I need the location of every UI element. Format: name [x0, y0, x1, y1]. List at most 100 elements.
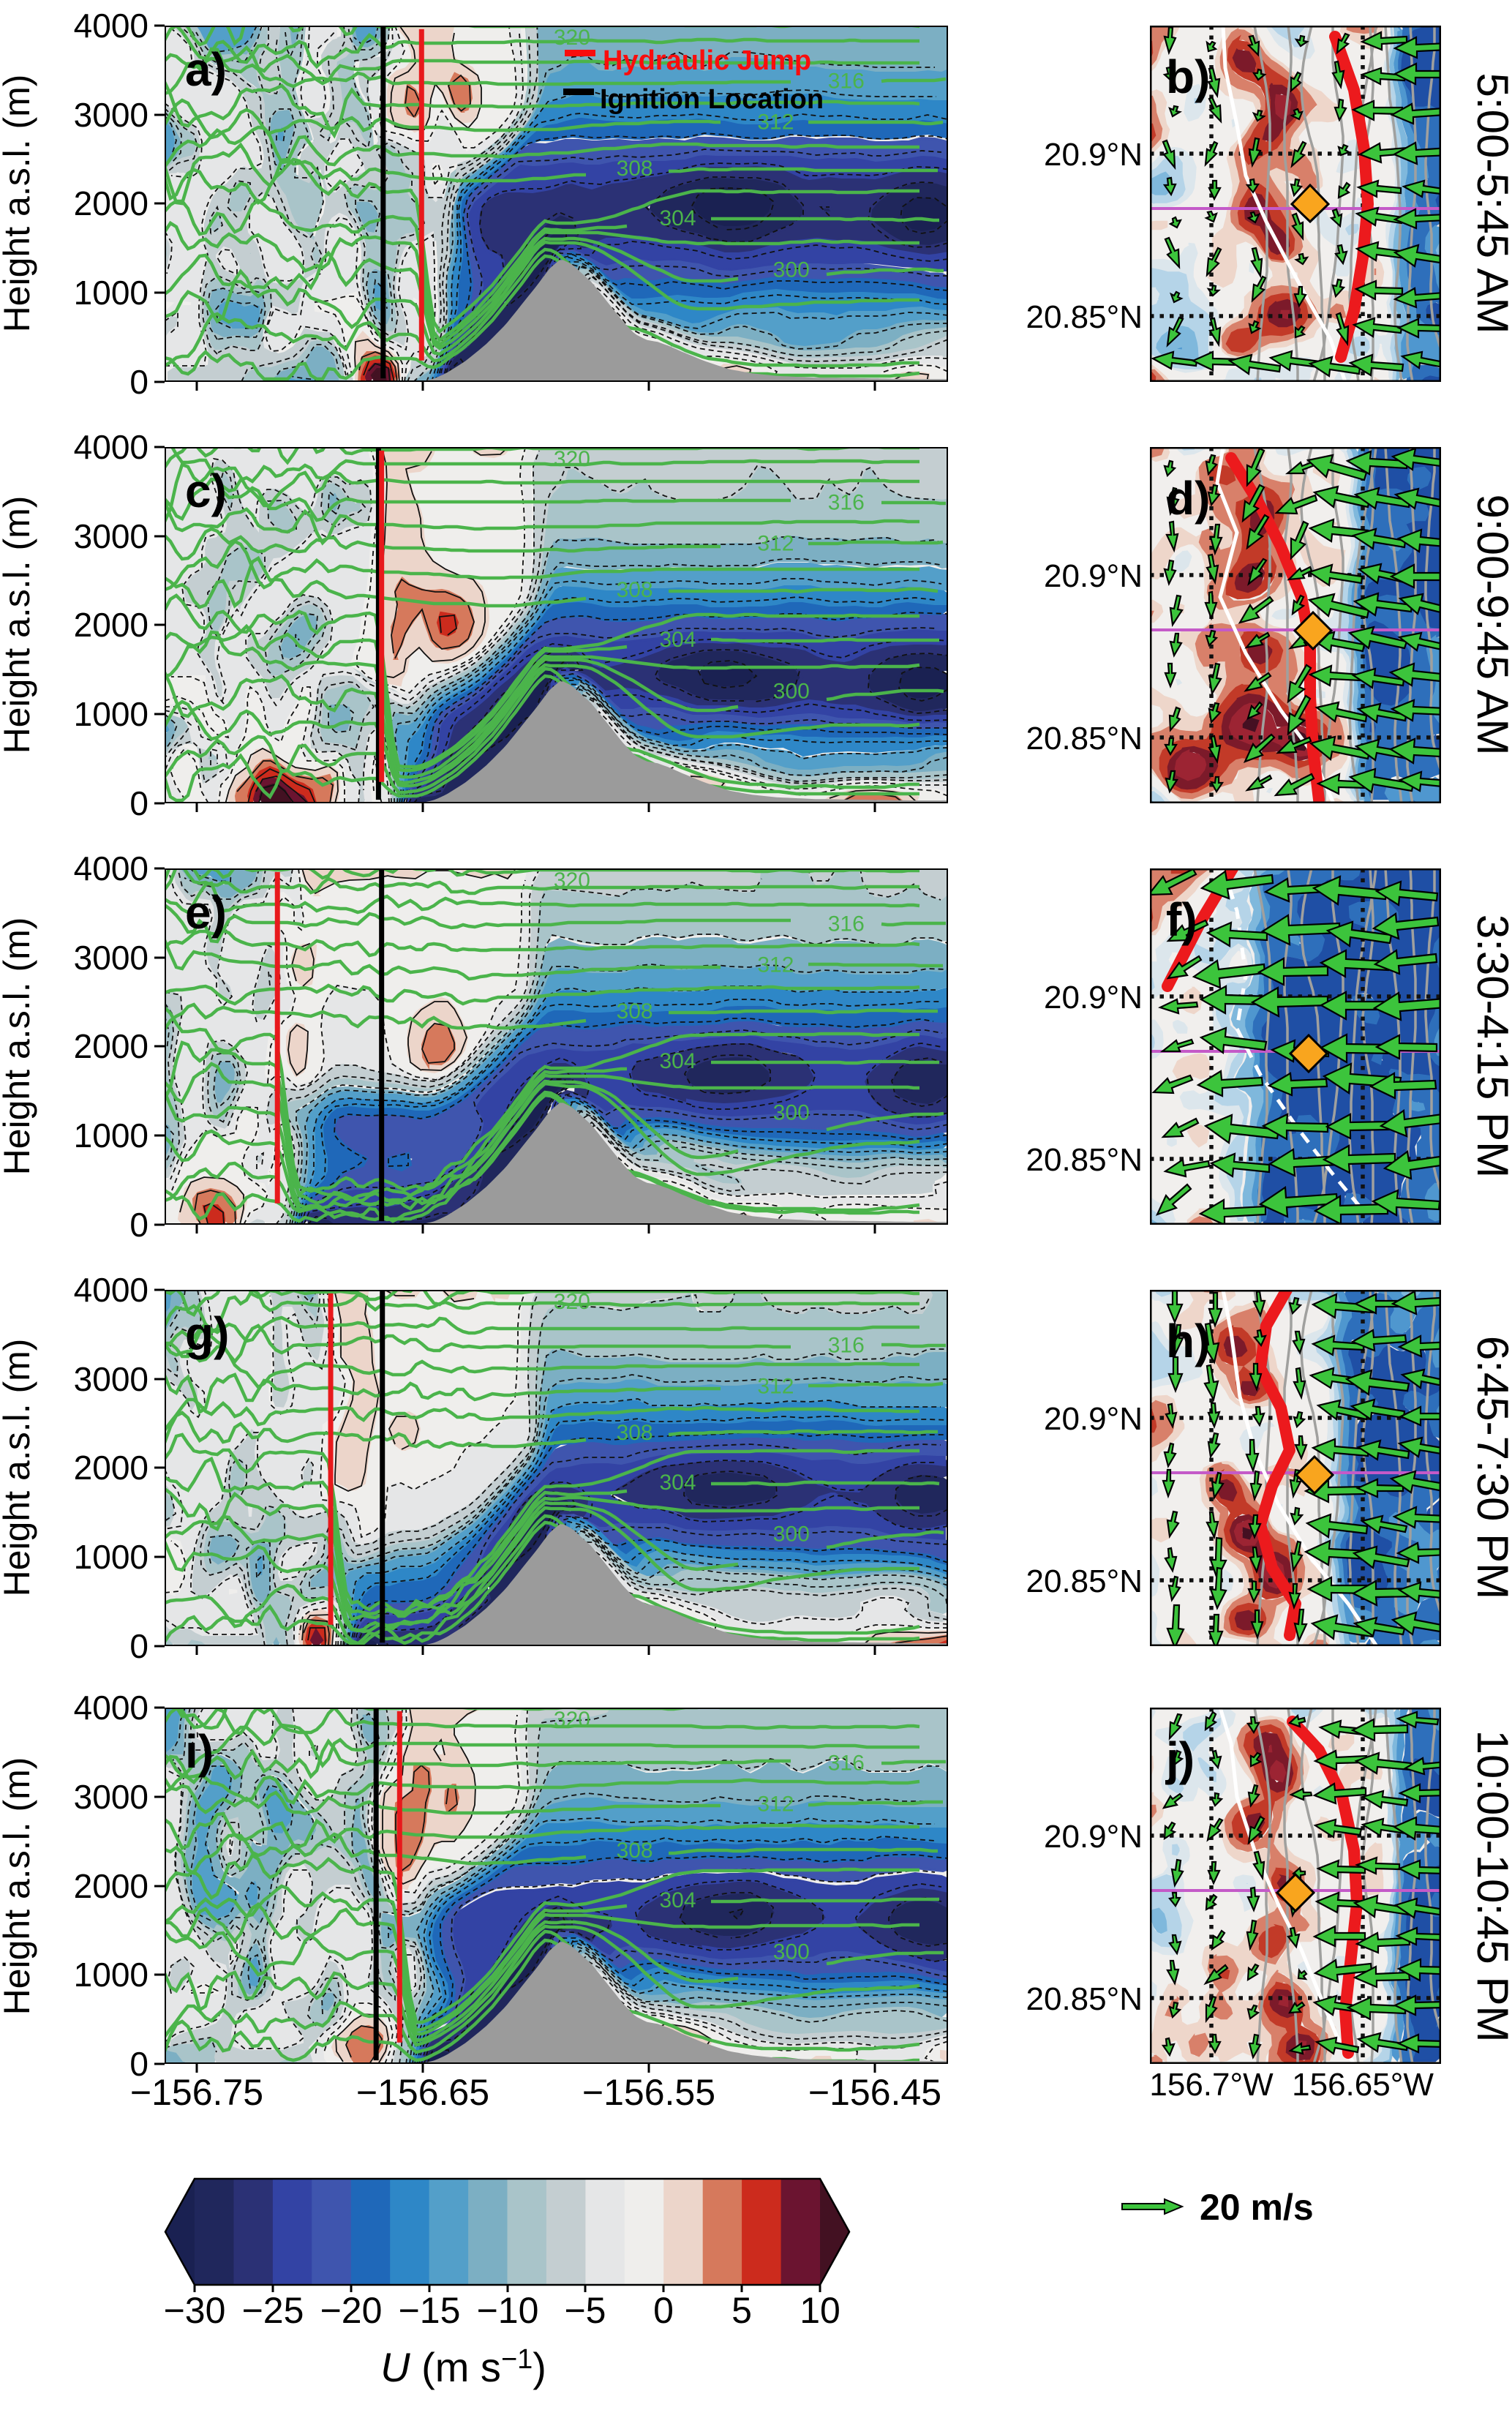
- svg-text:304: 304: [659, 1471, 696, 1495]
- svg-text:0: 0: [129, 784, 148, 822]
- svg-text:316: 316: [828, 1751, 865, 1775]
- svg-text:300: 300: [773, 1522, 810, 1547]
- svg-text:3000: 3000: [74, 96, 148, 134]
- svg-text:304: 304: [659, 206, 696, 230]
- svg-text:312: 312: [757, 1792, 794, 1816]
- svg-text:a): a): [185, 43, 227, 96]
- svg-text:c): c): [185, 465, 227, 517]
- svg-text:h): h): [1166, 1315, 1210, 1367]
- svg-text:312: 312: [757, 953, 794, 977]
- svg-text:i): i): [185, 1725, 214, 1778]
- svg-text:2000: 2000: [74, 1027, 148, 1065]
- svg-text:1000: 1000: [74, 695, 148, 733]
- svg-text:−10: −10: [477, 2290, 539, 2331]
- svg-text:20.9°N: 20.9°N: [1044, 137, 1143, 173]
- svg-text:3:30-4:15 PM: 3:30-4:15 PM: [1468, 915, 1512, 1178]
- svg-text:320: 320: [554, 868, 590, 893]
- svg-text:320: 320: [554, 26, 590, 50]
- svg-text:−20: −20: [320, 2290, 383, 2331]
- svg-text:3000: 3000: [74, 939, 148, 977]
- svg-text:g): g): [185, 1307, 229, 1360]
- svg-text:9:00-9:45 AM: 9:00-9:45 AM: [1468, 495, 1512, 756]
- svg-text:10: 10: [800, 2290, 840, 2331]
- svg-text:1000: 1000: [74, 1956, 148, 1994]
- svg-text:−156.65: −156.65: [356, 2072, 489, 2113]
- svg-text:20 m/s: 20 m/s: [1200, 2187, 1314, 2228]
- svg-text:−5: −5: [564, 2290, 606, 2331]
- svg-text:20.85°N: 20.85°N: [1026, 721, 1143, 756]
- svg-text:20.9°N: 20.9°N: [1044, 1401, 1143, 1437]
- svg-text:−25: −25: [242, 2290, 304, 2331]
- svg-text:Height a.s.l. (m): Height a.s.l. (m): [0, 1339, 37, 1597]
- svg-text:300: 300: [773, 1101, 810, 1125]
- svg-text:Hydraulic Jump: Hydraulic Jump: [603, 45, 811, 76]
- svg-text:Height a.s.l. (m): Height a.s.l. (m): [0, 75, 37, 333]
- svg-text:20.85°N: 20.85°N: [1026, 1142, 1143, 1178]
- svg-text:156.65°W: 156.65°W: [1292, 2067, 1434, 2103]
- svg-text:312: 312: [757, 531, 794, 555]
- svg-text:6:45-7:30 PM: 6:45-7:30 PM: [1468, 1336, 1512, 1599]
- svg-text:316: 316: [828, 490, 865, 514]
- svg-text:4000: 4000: [74, 7, 148, 45]
- svg-text:2000: 2000: [74, 1867, 148, 1905]
- svg-text:1000: 1000: [74, 274, 148, 312]
- svg-text:4000: 4000: [74, 428, 148, 466]
- svg-text:20.85°N: 20.85°N: [1026, 1981, 1143, 2017]
- svg-text:20.9°N: 20.9°N: [1044, 980, 1143, 1015]
- svg-text:300: 300: [773, 258, 810, 282]
- svg-text:Ignition Location: Ignition Location: [600, 84, 824, 115]
- svg-text:b): b): [1166, 50, 1210, 103]
- svg-text:308: 308: [617, 157, 653, 181]
- svg-text:2000: 2000: [74, 184, 148, 222]
- svg-text:308: 308: [617, 999, 653, 1024]
- svg-text:312: 312: [757, 1374, 794, 1398]
- svg-text:320: 320: [554, 447, 590, 471]
- svg-text:5:00-5:45 AM: 5:00-5:45 AM: [1468, 73, 1512, 334]
- svg-text:−156.55: −156.55: [582, 2072, 715, 2113]
- svg-text:1000: 1000: [74, 1538, 148, 1576]
- svg-text:0: 0: [129, 1206, 148, 1244]
- svg-text:5: 5: [731, 2290, 752, 2331]
- svg-text:Height a.s.l. (m): Height a.s.l. (m): [0, 496, 37, 754]
- svg-text:4000: 4000: [74, 1271, 148, 1309]
- svg-text:3000: 3000: [74, 1778, 148, 1816]
- svg-text:3000: 3000: [74, 1360, 148, 1398]
- svg-text:304: 304: [659, 1888, 696, 1912]
- svg-text:j): j): [1165, 1732, 1195, 1785]
- svg-text:0: 0: [653, 2290, 674, 2331]
- svg-text:20.85°N: 20.85°N: [1026, 299, 1143, 335]
- svg-text:304: 304: [659, 628, 696, 652]
- svg-text:1000: 1000: [74, 1116, 148, 1154]
- svg-text:316: 316: [828, 69, 865, 93]
- svg-text:f): f): [1166, 893, 1197, 946]
- svg-text:0: 0: [129, 363, 148, 401]
- svg-text:312: 312: [757, 110, 794, 134]
- svg-text:316: 316: [828, 912, 865, 936]
- svg-text:20.9°N: 20.9°N: [1044, 1819, 1143, 1855]
- svg-text:308: 308: [617, 1839, 653, 1863]
- svg-text:2000: 2000: [74, 1449, 148, 1487]
- svg-text:2000: 2000: [74, 606, 148, 644]
- svg-text:300: 300: [773, 1940, 810, 1964]
- svg-text:320: 320: [554, 1290, 590, 1314]
- svg-text:d): d): [1166, 472, 1210, 525]
- svg-text:0: 0: [129, 2045, 148, 2083]
- svg-text:4000: 4000: [74, 849, 148, 887]
- svg-text:Height a.s.l. (m): Height a.s.l. (m): [0, 917, 37, 1176]
- svg-text:20.9°N: 20.9°N: [1044, 558, 1143, 594]
- svg-text:4000: 4000: [74, 1689, 148, 1727]
- svg-text:316: 316: [828, 1333, 865, 1357]
- svg-text:308: 308: [617, 1421, 653, 1445]
- svg-text:e): e): [185, 886, 227, 939]
- svg-text:3000: 3000: [74, 517, 148, 555]
- svg-text:−156.75: −156.75: [130, 2072, 263, 2113]
- svg-text:308: 308: [617, 578, 653, 602]
- svg-text:20.85°N: 20.85°N: [1026, 1563, 1143, 1599]
- svg-text:156.7°W: 156.7°W: [1149, 2067, 1274, 2103]
- svg-text:−156.45: −156.45: [808, 2072, 941, 2113]
- svg-text:Height a.s.l. (m): Height a.s.l. (m): [0, 1757, 37, 2016]
- svg-text:320: 320: [554, 1708, 590, 1732]
- svg-text:300: 300: [773, 680, 810, 704]
- svg-text:−30: −30: [164, 2290, 226, 2331]
- svg-text:−15: −15: [399, 2290, 461, 2331]
